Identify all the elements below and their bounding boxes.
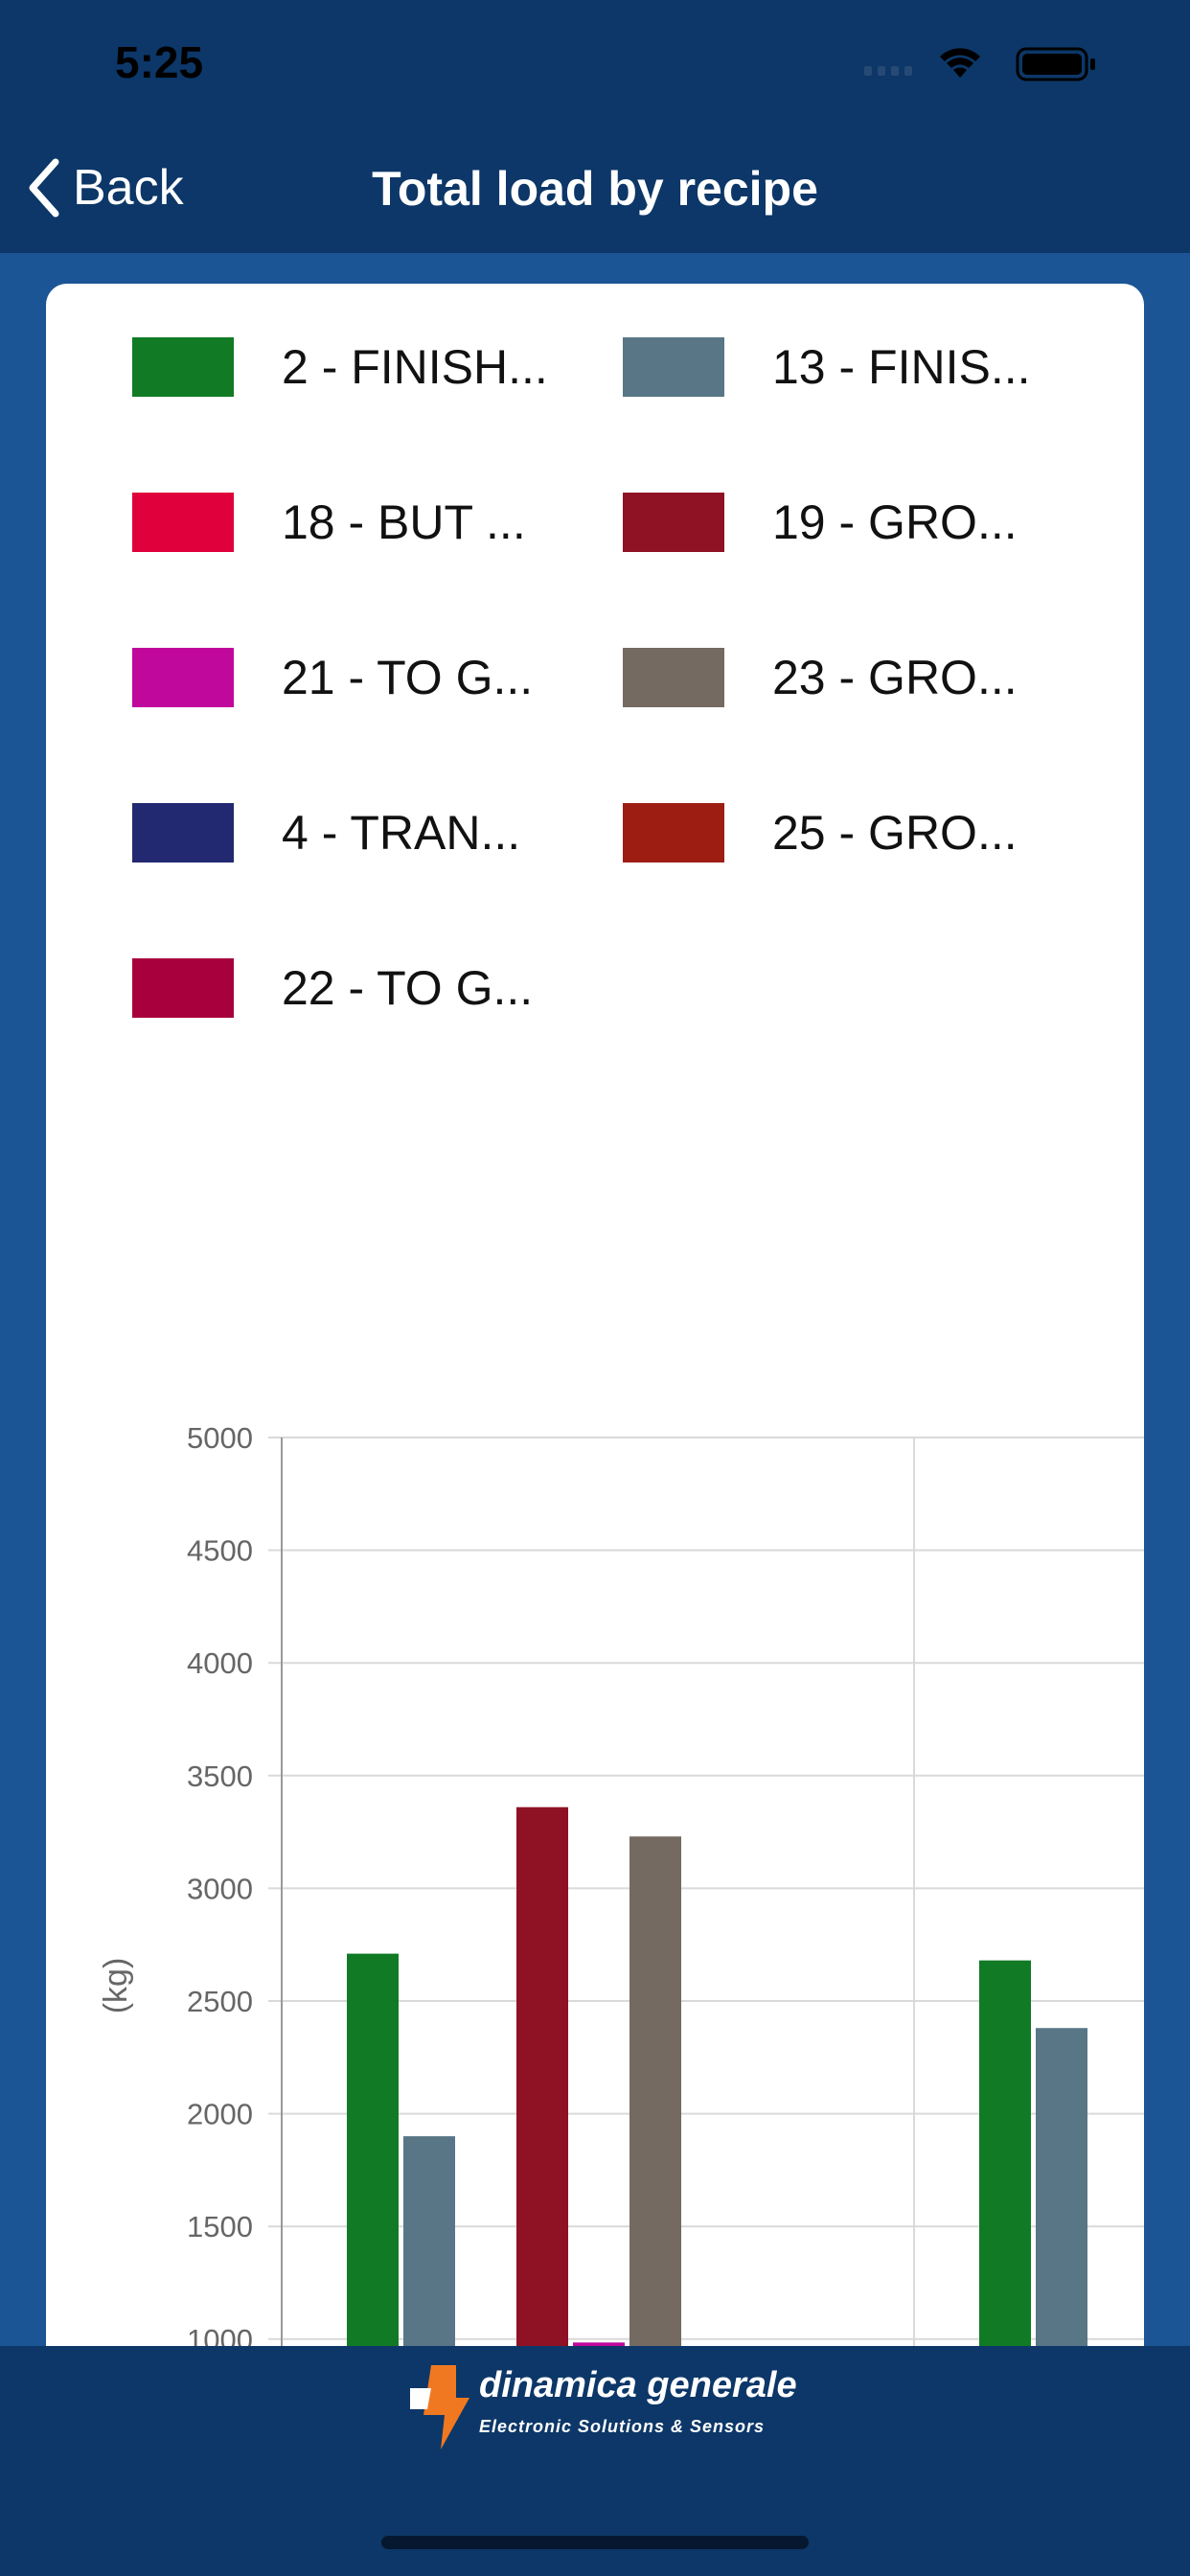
legend-item[interactable]: 23 - GRO... (623, 648, 1018, 707)
y-tick-label: 5000 (187, 1421, 253, 1455)
legend-swatch (132, 337, 234, 397)
back-label: Back (73, 160, 184, 216)
legend-swatch (623, 493, 724, 552)
wifi-icon (940, 48, 980, 78)
status-time: 5:25 (115, 37, 204, 87)
bar (629, 1836, 681, 2354)
y-axis-label: (kg) (98, 1958, 134, 2014)
legend-label: 25 - GRO... (772, 806, 1018, 860)
legend-item[interactable]: 13 - FINIS... (623, 337, 1031, 397)
y-tick-label: 1500 (187, 2210, 253, 2243)
bar (1036, 2028, 1087, 2354)
y-tick-label: 2000 (187, 2098, 253, 2131)
legend-swatch (132, 493, 234, 552)
legend-item[interactable]: 4 - TRAN... (132, 803, 520, 862)
home-indicator[interactable] (381, 2536, 809, 2549)
chart-card: 2 - FINISH... 13 - FINIS... 18 - BUT ... 19… (46, 284, 1144, 2354)
logo-mark-icon (410, 2365, 469, 2450)
legend-swatch (623, 337, 724, 397)
legend-label: 4 - TRAN... (282, 806, 521, 860)
legend-label: 19 - GRO... (772, 495, 1018, 549)
bar-chart: 0500100015002000250030003500400045005000… (98, 1421, 1144, 2354)
legend-item[interactable]: 25 - GRO... (623, 803, 1018, 862)
bar (403, 2136, 455, 2354)
y-tick-label: 3500 (187, 1760, 253, 1793)
y-tick-label: 2500 (187, 1985, 253, 2018)
legend-label: 18 - BUT ... (282, 495, 526, 549)
chevron-left-icon (29, 158, 59, 218)
legend-swatch (132, 958, 234, 1018)
legend-label: 22 - TO G... (282, 961, 534, 1015)
bar (516, 1806, 568, 2354)
legend-swatch (623, 803, 724, 862)
legend-item[interactable]: 21 - TO G... (132, 648, 533, 707)
brand-name: dinamica generale (479, 2365, 797, 2405)
y-tick-label: 3000 (187, 1872, 253, 1905)
bar (979, 1960, 1031, 2354)
legend-swatch (132, 648, 234, 707)
legend-label: 23 - GRO... (772, 651, 1018, 704)
legend-label: 21 - TO G... (282, 651, 534, 704)
status-icons (864, 47, 1095, 81)
legend-label: 13 - FINIS... (772, 340, 1031, 394)
legend-item[interactable]: 22 - TO G... (132, 958, 533, 1018)
back-button[interactable]: Back (27, 153, 184, 222)
legend-item[interactable]: 19 - GRO... (623, 493, 1018, 552)
legend-label: 2 - FINISH... (282, 340, 548, 394)
legend-item[interactable]: 2 - FINISH... (132, 337, 548, 397)
battery-icon (1016, 47, 1095, 81)
legend-item[interactable]: 18 - BUT ... (132, 493, 526, 552)
bar (347, 1953, 399, 2354)
y-tick-label: 4000 (187, 1646, 253, 1680)
page-title: Total load by recipe (372, 162, 818, 216)
y-tick-label: 4500 (187, 1534, 253, 1568)
company-logo: dinamica generale Electronic Solutions &… (402, 2359, 805, 2465)
legend-swatch (623, 648, 724, 707)
brand-tagline: Electronic Solutions & Sensors (479, 2417, 766, 2436)
legend-swatch (132, 803, 234, 862)
navigation-header: 5:25 Back Total load by recipe (0, 0, 1190, 253)
cellular-signal-icon (864, 66, 912, 76)
